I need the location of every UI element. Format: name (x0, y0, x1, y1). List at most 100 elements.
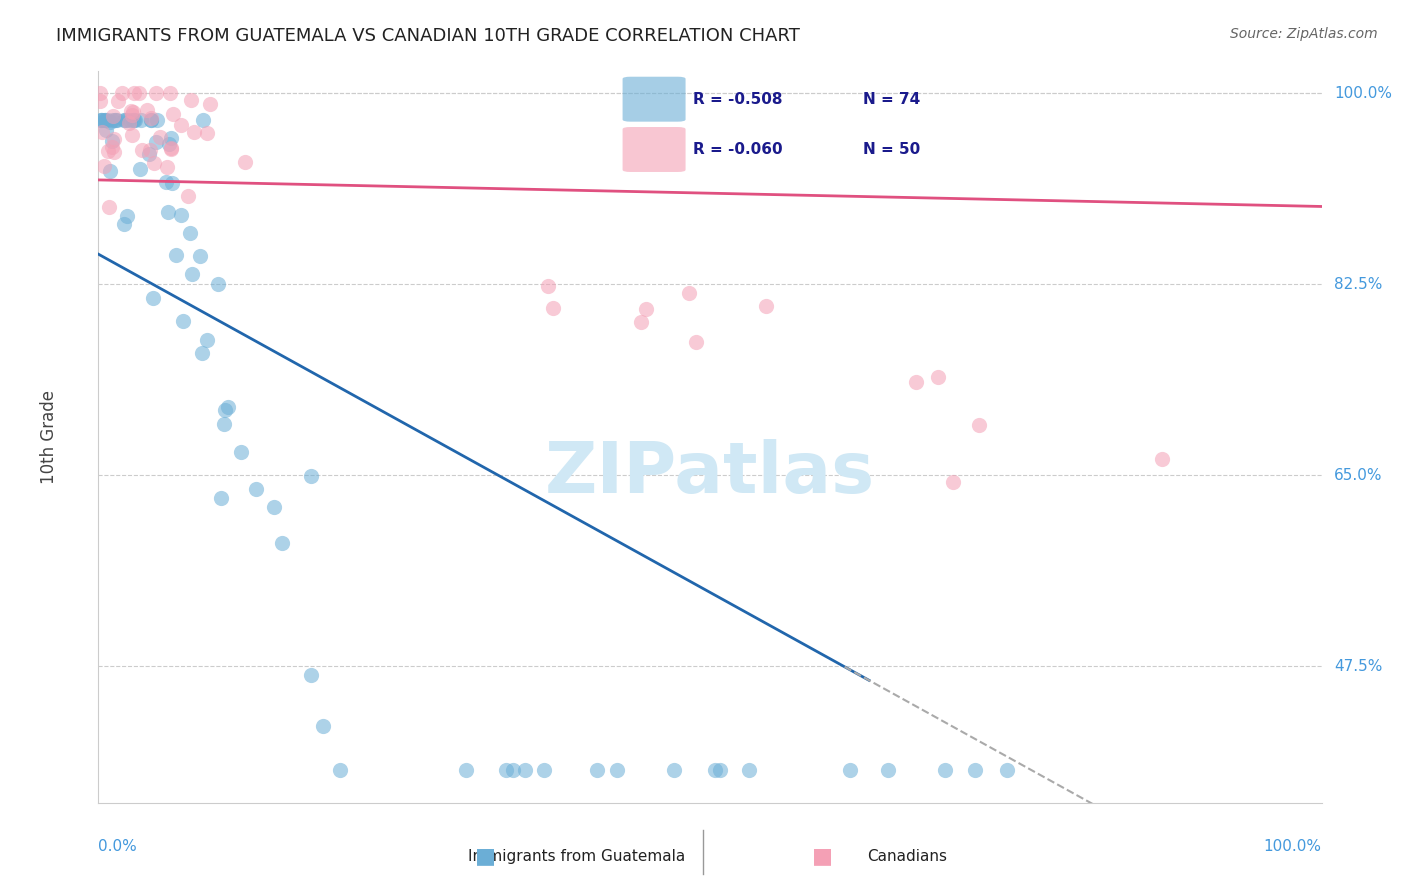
Point (101, 110, 124, 124)
Point (263, 500, 285, 514)
FancyBboxPatch shape (623, 77, 686, 121)
Point (188, 249, 211, 263)
Point (117, 113, 139, 128)
Point (193, 113, 215, 128)
Point (704, 763, 727, 777)
Point (664, 763, 686, 777)
Point (103, 132, 125, 146)
Point (995, 763, 1018, 777)
Point (195, 333, 218, 347)
Point (131, 143, 153, 157)
Point (145, 113, 167, 128)
Point (101, 134, 124, 148)
Point (90, 113, 112, 128)
Point (91, 113, 114, 128)
Point (156, 205, 179, 219)
Point (245, 482, 267, 496)
FancyBboxPatch shape (623, 127, 686, 172)
Point (963, 763, 986, 777)
Text: Source: ZipAtlas.com: Source: ZipAtlas.com (1230, 27, 1378, 41)
Point (738, 763, 761, 777)
Text: N = 74: N = 74 (863, 92, 920, 107)
Point (636, 302, 658, 317)
Text: ■: ■ (475, 847, 495, 866)
Point (942, 475, 965, 490)
Point (904, 375, 927, 389)
Point (165, 248, 187, 262)
Point (118, 115, 141, 129)
Point (606, 763, 628, 777)
Point (170, 118, 193, 132)
Text: Canadians: Canadians (868, 849, 946, 863)
Point (159, 142, 181, 156)
Text: R = -0.060: R = -0.060 (693, 142, 783, 157)
Point (100, 115, 122, 129)
Point (586, 763, 609, 777)
Point (129, 161, 152, 176)
Point (120, 113, 142, 128)
Point (101, 140, 124, 154)
Text: 100.0%: 100.0% (1334, 86, 1392, 101)
Text: 65.0%: 65.0% (1334, 467, 1382, 483)
Point (122, 104, 145, 119)
Point (159, 131, 181, 145)
Point (709, 763, 731, 777)
Point (121, 113, 143, 128)
Point (155, 175, 177, 189)
Point (121, 128, 143, 142)
Point (94, 123, 117, 137)
Text: 0.0%: 0.0% (98, 839, 138, 855)
Point (502, 763, 524, 777)
Point (90, 125, 112, 139)
Point (190, 346, 212, 360)
Point (89, 95, 111, 109)
Point (145, 135, 167, 149)
Point (329, 763, 352, 777)
Point (207, 277, 229, 292)
Text: 82.5%: 82.5% (1334, 277, 1382, 292)
Point (172, 314, 194, 328)
Point (969, 417, 991, 432)
Point (94, 113, 117, 128)
Point (141, 291, 163, 305)
Point (104, 113, 127, 128)
Point (129, 113, 152, 128)
Point (111, 86, 134, 100)
Text: 100.0%: 100.0% (1264, 839, 1322, 855)
Point (630, 315, 652, 329)
Point (112, 217, 135, 231)
Point (927, 370, 949, 384)
Point (456, 763, 478, 777)
Point (877, 763, 900, 777)
Point (513, 763, 536, 777)
Point (107, 94, 129, 108)
Point (139, 113, 162, 128)
Point (96, 113, 118, 128)
Point (214, 403, 236, 417)
Point (212, 417, 235, 432)
Point (180, 93, 202, 107)
Point (162, 106, 184, 120)
Point (100, 113, 122, 128)
Point (122, 86, 145, 100)
Point (312, 719, 335, 733)
Point (93, 159, 115, 173)
Point (533, 763, 555, 777)
Point (1150, 451, 1173, 466)
Point (299, 469, 322, 483)
Text: R = -0.508: R = -0.508 (693, 92, 783, 107)
Point (115, 209, 138, 223)
Point (98, 164, 121, 178)
Point (145, 86, 167, 100)
Point (198, 97, 221, 112)
Point (179, 226, 201, 240)
Point (141, 113, 163, 128)
Point (160, 141, 183, 155)
Point (104, 113, 127, 128)
Point (97, 200, 120, 214)
Point (177, 188, 200, 202)
Text: 10th Grade: 10th Grade (41, 390, 59, 484)
Point (934, 763, 956, 777)
Point (105, 113, 128, 128)
Point (138, 147, 160, 161)
